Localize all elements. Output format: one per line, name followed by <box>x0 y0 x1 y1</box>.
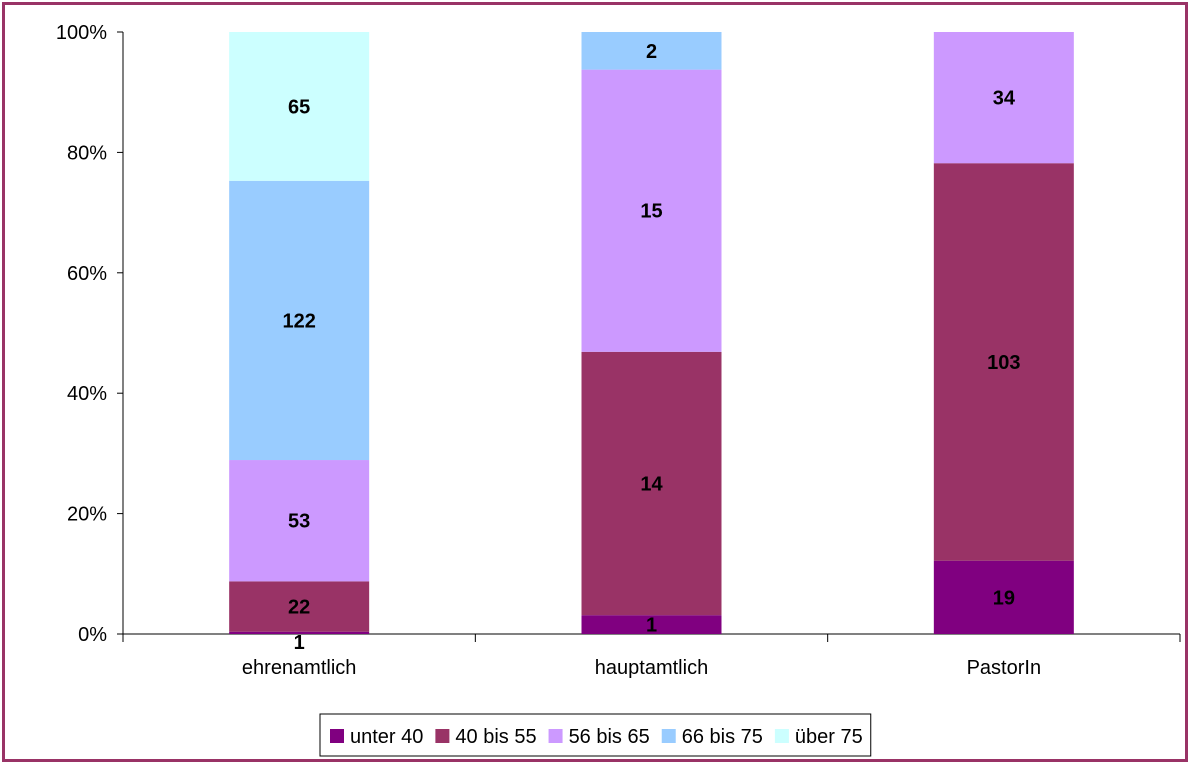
legend-swatch <box>548 729 563 743</box>
category-label: ehrenamtlich <box>242 657 357 679</box>
data-label: 22 <box>288 597 310 619</box>
legend-swatch <box>774 729 789 743</box>
bar-segment <box>229 581 370 632</box>
legend: unter 40 40 bis 55 56 bis 65 66 bis 75 über … <box>319 713 872 757</box>
data-label: 103 <box>987 352 1020 374</box>
y-tick-label: 20% <box>67 504 107 526</box>
legend-swatch <box>661 729 676 743</box>
legend-label: 40 bis 55 <box>455 726 536 748</box>
bar-segment <box>229 460 370 582</box>
data-label: 1 <box>294 632 305 654</box>
bar-segment <box>581 615 722 634</box>
y-tick-label: 0% <box>78 624 107 646</box>
bar-segment <box>581 32 722 70</box>
legend-label: 56 bis 65 <box>569 726 650 748</box>
data-label: 34 <box>993 88 1016 110</box>
y-axis: 0% 20% 40% 60% 80% 100% <box>56 22 124 646</box>
bar-segment <box>581 351 722 616</box>
y-tick-label: 80% <box>67 142 107 164</box>
data-label: 65 <box>288 96 310 118</box>
data-label: 14 <box>640 474 663 496</box>
bar-segment <box>229 631 370 634</box>
legend-label: 66 bis 75 <box>682 726 763 748</box>
y-tick-label: 40% <box>67 383 107 405</box>
legend-swatch <box>435 729 450 743</box>
legend-label: unter 40 <box>350 726 423 748</box>
bar-segment <box>933 560 1074 634</box>
bar-segment <box>229 32 370 181</box>
legend-swatch <box>330 729 344 743</box>
bar-segment <box>581 69 722 352</box>
data-label: 53 <box>288 511 310 533</box>
category-label: PastorIn <box>967 657 1041 679</box>
data-label: 2 <box>646 41 657 63</box>
bar-segment <box>229 180 370 461</box>
data-label: 15 <box>640 201 662 223</box>
x-axis: ehrenamtlich hauptamtlich PastorIn <box>122 633 1181 679</box>
category-label: hauptamtlich <box>595 657 708 679</box>
data-label: 122 <box>282 310 315 332</box>
data-label: 1 <box>646 615 657 637</box>
legend-label: über 75 <box>795 726 863 748</box>
data-label: 19 <box>993 587 1015 609</box>
bars <box>229 32 1074 634</box>
y-tick-label: 100% <box>56 22 107 44</box>
y-tick-label: 60% <box>67 263 107 285</box>
bar-segment <box>933 32 1074 164</box>
bar-segment <box>933 163 1074 561</box>
